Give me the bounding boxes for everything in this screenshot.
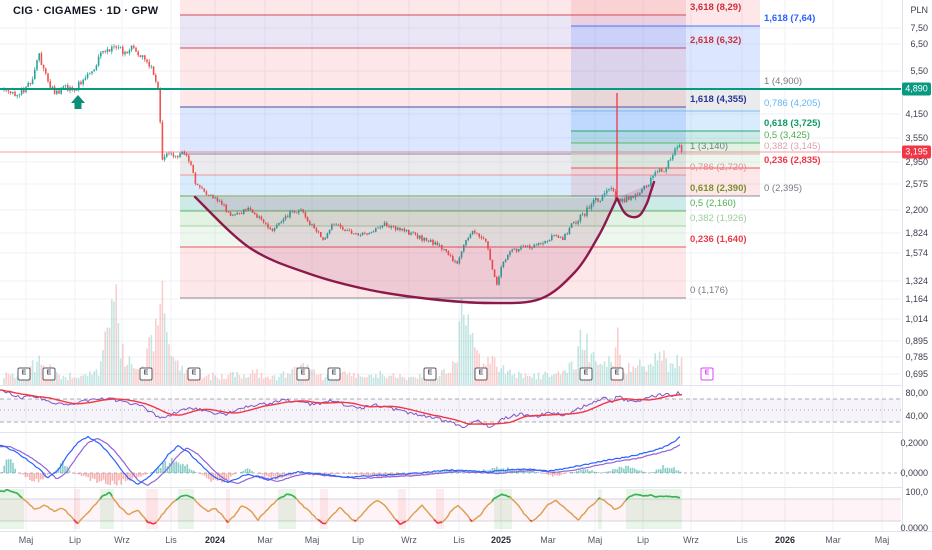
macd-pane — [0, 435, 901, 486]
price-tick: 2,575 — [905, 179, 928, 189]
time-axis[interactable] — [0, 531, 932, 550]
price-tick: 0,785 — [905, 352, 928, 362]
price-tick: 0,895 — [905, 336, 928, 346]
price-tick: 6,50 — [910, 39, 928, 49]
price-tick: 80,00 — [905, 388, 928, 398]
stochastic-pane — [0, 488, 901, 529]
fib-retracement-1[interactable] — [180, 0, 686, 299]
price-tick: 7,50 — [910, 23, 928, 33]
price-tick: 1,324 — [905, 276, 928, 286]
arrow-up-marker-icon[interactable] — [71, 95, 85, 109]
price-tick: 2,200 — [905, 205, 928, 215]
price-tick: 5,50 — [910, 66, 928, 76]
currency-label: PLN — [910, 5, 928, 15]
price-tick: 1,824 — [905, 228, 928, 238]
price-tick: 100,0 — [905, 487, 928, 497]
price-tick: 4,150 — [905, 109, 928, 119]
price-axis[interactable]: PLN 7,50 6,50 5,50 4,150 3,550 2,950 2,575 2,20… — [900, 0, 932, 550]
price-tick: 0,2000 — [900, 438, 928, 448]
rsi-pane — [0, 389, 901, 429]
fib-retracement-2[interactable] — [571, 0, 760, 197]
cup-and-handle-drawing[interactable] — [193, 180, 656, 305]
price-tick: 0,695 — [905, 369, 928, 379]
price-tick: 0,0000 — [900, 468, 928, 478]
price-tick: 2,950 — [905, 157, 928, 167]
price-tick: 40,00 — [905, 411, 928, 421]
candlestick-series — [3, 44, 683, 286]
price-tick: 1,164 — [905, 294, 928, 304]
price-tick: 1,014 — [905, 314, 928, 324]
price-tick: 1,574 — [905, 248, 928, 258]
price-tick: 3,550 — [905, 133, 928, 143]
